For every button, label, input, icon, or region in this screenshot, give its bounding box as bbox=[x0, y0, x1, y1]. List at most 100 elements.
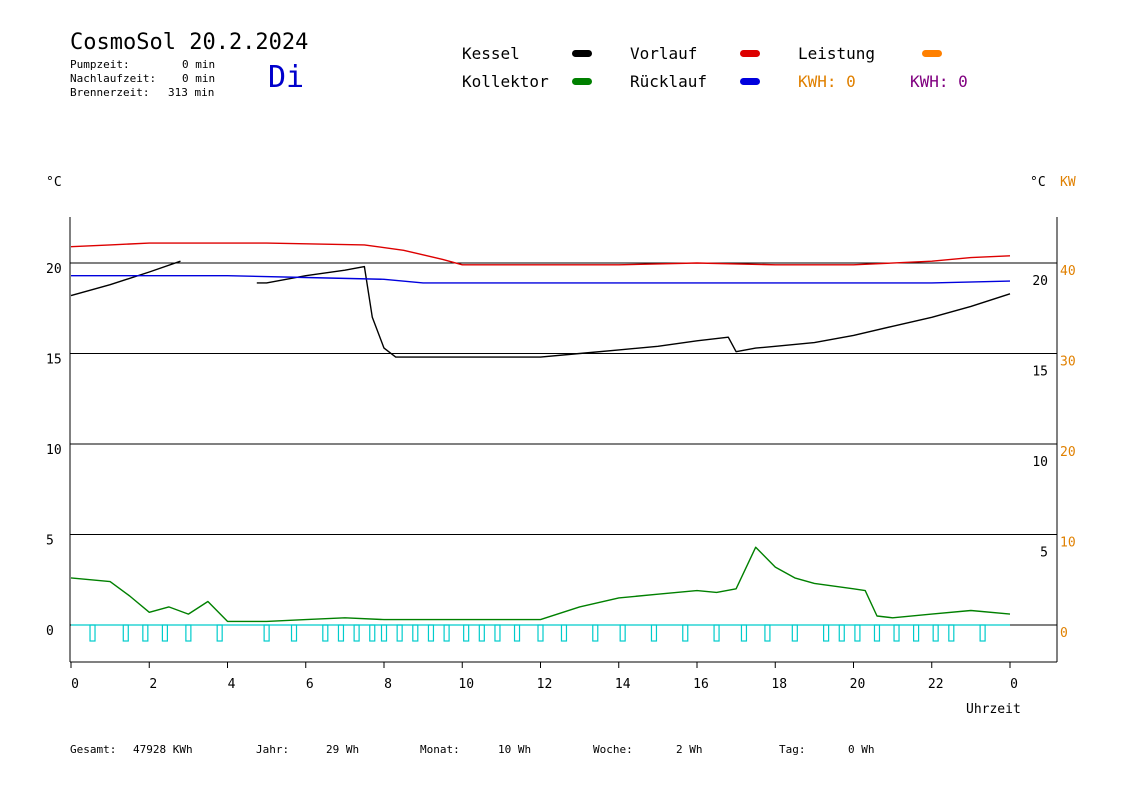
pump-pulse bbox=[650, 624, 658, 642]
x-tick-label: 0 bbox=[71, 677, 79, 692]
y-right-celsius-tick-label: 10 bbox=[1032, 455, 1048, 470]
pump-pulse bbox=[560, 624, 568, 642]
pump-pulse bbox=[337, 624, 345, 642]
footer-monat-value: 10 Wh bbox=[498, 743, 532, 756]
right-axis-unit: °C bbox=[1030, 175, 1046, 190]
pump-pulse bbox=[89, 624, 96, 642]
footer-jahr-value: 29 Wh bbox=[326, 743, 360, 756]
pump-pulse bbox=[494, 624, 501, 642]
left-axis-unit: °C bbox=[46, 175, 62, 190]
footer-woche-value: 2 Wh bbox=[676, 743, 703, 756]
x-tick-label: 20 bbox=[850, 677, 866, 692]
pump-pulse bbox=[380, 624, 388, 642]
pump-pulse bbox=[791, 624, 798, 642]
pump-pulse bbox=[463, 624, 470, 642]
pump-pulse bbox=[854, 624, 861, 642]
pump-pulse bbox=[537, 624, 544, 642]
legend-swatch-leistung bbox=[922, 50, 942, 57]
y-right-celsius-tick-label: 5 bbox=[1040, 546, 1048, 561]
x-axis-label: Uhrzeit bbox=[966, 702, 1021, 717]
legend-label-ruecklauf: Rücklauf bbox=[630, 72, 708, 91]
x-tick-label: 0 bbox=[1010, 677, 1018, 692]
pump-pulse bbox=[142, 624, 149, 642]
y-right-kw-tick-label: 30 bbox=[1060, 355, 1076, 370]
x-tick-label: 14 bbox=[615, 677, 631, 692]
legend-swatch-vorlauf bbox=[740, 50, 760, 57]
pump-pulse bbox=[979, 624, 986, 642]
kwh-purple-value: KWH: 0 bbox=[910, 72, 968, 91]
x-tick-label: 2 bbox=[149, 677, 157, 692]
pump-pulse bbox=[513, 624, 521, 642]
x-tick-label: 4 bbox=[228, 677, 236, 692]
legend-label-leistung: Leistung bbox=[798, 44, 876, 63]
x-tick-label: 22 bbox=[928, 677, 944, 692]
legend-swatch-ruecklauf bbox=[740, 78, 760, 85]
stat-value-nachlaufzeit: 0 min bbox=[182, 72, 216, 85]
footer-gesamt-label: Gesamt: bbox=[70, 743, 117, 756]
series-line-vorlauf bbox=[70, 242, 1011, 266]
legend-label-kollektor: Kollektor bbox=[462, 72, 549, 91]
x-tick-label: 12 bbox=[537, 677, 553, 692]
footer-gesamt-value: 47928 KWh bbox=[133, 743, 193, 756]
pump-pulse bbox=[122, 624, 129, 642]
footer-woche-label: Woche: bbox=[593, 743, 633, 756]
stat-value-brennerzeit: 313 min bbox=[168, 86, 215, 99]
y-right-celsius-tick-label: 20 bbox=[1032, 274, 1048, 289]
pump-pulse bbox=[396, 624, 403, 642]
x-tick-label: 16 bbox=[693, 677, 709, 692]
footer-monat-label: Monat: bbox=[420, 743, 460, 756]
pump-pulse bbox=[216, 624, 223, 642]
pump-pulse bbox=[932, 624, 939, 642]
stat-label-nachlaufzeit: Nachlaufzeit: bbox=[70, 72, 157, 85]
x-tick-label: 8 bbox=[384, 677, 392, 692]
footer-tag-label: Tag: bbox=[779, 743, 806, 756]
stat-label-pumpzeit: Pumpzeit: bbox=[70, 58, 130, 71]
pump-pulse bbox=[263, 624, 270, 642]
weekday-label: Di bbox=[268, 60, 305, 95]
pump-pulse bbox=[619, 624, 626, 642]
pump-pulse bbox=[740, 624, 748, 642]
stat-label-brennerzeit: Brennerzeit: bbox=[70, 86, 150, 99]
legend-swatch-kollektor bbox=[572, 78, 592, 85]
series-line-kessel bbox=[70, 260, 181, 297]
page-title: CosmoSol 20.2.2024 bbox=[70, 30, 309, 55]
pump-pulse bbox=[478, 624, 485, 642]
pump-pulse bbox=[682, 624, 689, 642]
pump-pulse bbox=[713, 624, 720, 642]
y-right-kw-tick-label: 0 bbox=[1060, 626, 1068, 641]
y-left-tick-label: 0 bbox=[46, 624, 54, 639]
pump-pulse bbox=[412, 624, 419, 642]
y-left-tick-label: 10 bbox=[46, 443, 62, 458]
legend-swatch-kessel bbox=[572, 50, 592, 57]
x-tick-label: 18 bbox=[771, 677, 787, 692]
y-right-kw-tick-label: 40 bbox=[1060, 264, 1076, 279]
pump-pulse bbox=[185, 624, 192, 642]
legend-label-kessel: Kessel bbox=[462, 44, 520, 63]
pump-pulse bbox=[427, 624, 435, 642]
footer-jahr-label: Jahr: bbox=[256, 743, 290, 756]
right-axis-kw-unit: KW bbox=[1060, 175, 1076, 190]
pump-pulse bbox=[838, 624, 845, 642]
x-tick-label: 6 bbox=[306, 677, 314, 692]
pump-pulse bbox=[443, 624, 450, 642]
series-line-kollektor bbox=[70, 546, 1011, 623]
stat-value-pumpzeit: 0 min bbox=[182, 58, 216, 71]
pump-pulse bbox=[873, 624, 881, 642]
y-left-tick-label: 20 bbox=[46, 262, 62, 277]
legend-label-vorlauf: Vorlauf bbox=[630, 44, 698, 63]
series-line-kessel bbox=[256, 265, 1011, 358]
pump-pulse bbox=[592, 624, 599, 642]
pump-pulse bbox=[764, 624, 771, 642]
pump-pulse bbox=[912, 624, 920, 642]
y-right-kw-tick-label: 20 bbox=[1060, 445, 1076, 460]
pump-pulse bbox=[290, 624, 298, 642]
pump-pulse bbox=[369, 624, 376, 642]
pump-pulse bbox=[322, 624, 329, 642]
y-right-kw-tick-label: 10 bbox=[1060, 536, 1076, 551]
pump-pulse bbox=[893, 624, 900, 642]
pump-pulse bbox=[161, 624, 168, 642]
y-left-tick-label: 15 bbox=[46, 353, 62, 368]
pump-pulse bbox=[948, 624, 955, 642]
y-left-tick-label: 5 bbox=[46, 534, 54, 549]
